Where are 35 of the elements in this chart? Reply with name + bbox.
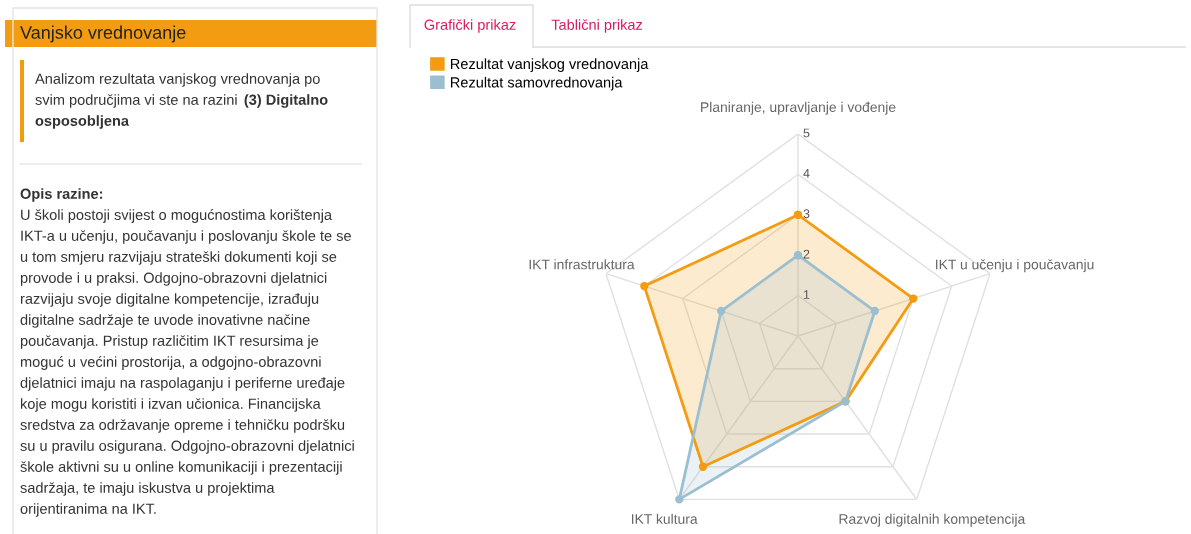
text: Analizom rezultata vanjskog vrednovanja po: [35, 73, 320, 87]
text: u tom smjeru razvijaju strateški dokumenti koji se: [20, 251, 337, 265]
y-tick-label: 1: [803, 290, 810, 299]
text: djelatnici imaju na raspolaganju i periferne uređaje: [20, 377, 345, 391]
text: U školi postoji svijest o mogućnostima korištenja: [21, 209, 333, 223]
text: poučavanja. Pristup različitim IKT resursima je: [20, 335, 319, 349]
text: škole aktivni su u online komunikaciji i prezentaciji: [20, 461, 342, 475]
text: svim područjima vi ste na razini: [35, 94, 237, 108]
text: osposobljena: [35, 115, 130, 129]
text: Opis razine:: [20, 188, 103, 202]
text: koje mogu koristiti i izvan učionica. Financijska: [20, 398, 321, 412]
y-tick-label: 4: [803, 169, 810, 178]
legend-label: Rezultat samovrednovanja: [450, 76, 623, 91]
text: sredstva za održavanje opreme i tehničku podršku: [20, 419, 345, 433]
text: IKT-a u učenju, poučavanju i poslovanju škole te se: [21, 230, 351, 244]
text: moguć u većini prostorija, a odgojno-obrazovni: [20, 356, 321, 370]
text: su u pravilu osigurana. Odgojno-obrazovni djelatnici: [20, 440, 354, 454]
text: provode i u praksi. Odgojno-obrazovni djelatnici: [20, 272, 327, 286]
y-tick-label: 3: [803, 209, 810, 219]
spoke-label: IKT u učenju i poučavanju: [936, 259, 1094, 273]
legend-label: Rezultat vanjskog vrednovanja: [450, 58, 649, 72]
y-tick-label: 5: [803, 128, 810, 138]
text: Tablični prikaz: [551, 19, 643, 33]
text: Grafički prikaz: [424, 19, 516, 33]
text: razvijaju svoje digitalne kompetencije, izrađuju: [20, 293, 319, 307]
text: (3) Digitalno: [244, 94, 328, 108]
text: orijentiranima na IKT.: [20, 503, 156, 517]
spoke-label: IKT kultura: [631, 513, 698, 524]
spoke-label: Planiranje, upravljanje i vođenje: [701, 101, 896, 115]
spoke-label: Razvoj digitalnih kompetencija: [839, 513, 1026, 527]
text: Vanjsko vrednovanje: [20, 25, 186, 43]
text: digitalne sadržaje te uvode inovativne načine: [20, 314, 310, 328]
text: sadržaja, te imaju iskustva u projektima: [20, 482, 275, 496]
spoke-label: IKT infrastruktura: [529, 259, 635, 270]
y-tick-label: 2: [803, 249, 810, 259]
